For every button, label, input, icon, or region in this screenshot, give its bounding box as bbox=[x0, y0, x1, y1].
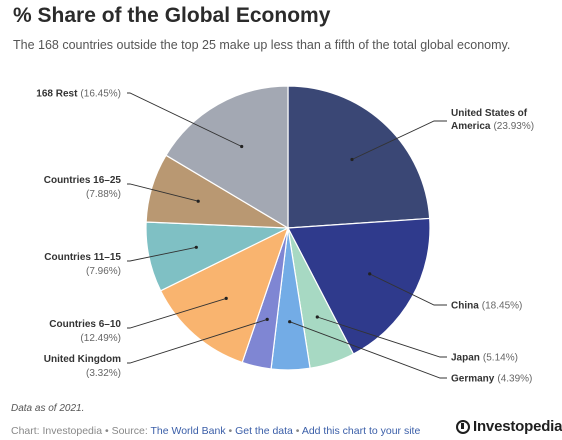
leader-line bbox=[127, 318, 268, 364]
pie-slice[interactable] bbox=[287, 217, 431, 355]
pie-slice[interactable] bbox=[287, 85, 431, 229]
leader-dot bbox=[224, 296, 228, 300]
leader-dot bbox=[288, 320, 292, 324]
data-note: Data as of 2021. bbox=[11, 403, 85, 414]
investopedia-logo[interactable]: Investopedia bbox=[456, 418, 562, 435]
leader-dot bbox=[265, 317, 269, 321]
credit-prefix: Chart: Investopedia • Source: bbox=[11, 425, 151, 437]
slice-label: Japan (5.14%) bbox=[451, 353, 518, 364]
slice-label-name: United Kingdom bbox=[44, 354, 121, 365]
slice-label: Germany (4.39%) bbox=[451, 374, 532, 385]
leader-dot bbox=[196, 199, 200, 203]
leader-line bbox=[127, 92, 242, 147]
slice-label-value: (3.32%) bbox=[86, 368, 121, 379]
leader-dot bbox=[368, 272, 372, 276]
credit-separator: • bbox=[292, 425, 302, 437]
slice-label-value: America (23.93%) bbox=[451, 121, 534, 132]
leader-dot bbox=[240, 144, 244, 149]
slice-label-name: Countries 6–10 bbox=[49, 319, 121, 330]
slice-label-name: Countries 16–25 bbox=[44, 175, 122, 186]
slice-label: China (18.45%) bbox=[451, 301, 522, 312]
leader-line bbox=[127, 183, 199, 202]
slice-label-value: (7.88%) bbox=[86, 189, 121, 200]
slice-label-name: United States of bbox=[451, 108, 528, 119]
leader-line bbox=[127, 246, 197, 262]
chart-credits: Chart: Investopedia • Source: The World … bbox=[11, 425, 420, 437]
leader-line bbox=[317, 316, 447, 358]
pie-slice[interactable] bbox=[165, 85, 289, 230]
slice-label-name: Countries 11–15 bbox=[44, 252, 121, 263]
slice-label-value: (12.49%) bbox=[80, 333, 121, 344]
leader-line bbox=[289, 321, 447, 379]
get-data-link[interactable]: Get the data bbox=[235, 425, 293, 437]
logo-text: Investopedia bbox=[473, 418, 562, 435]
credit-separator: • bbox=[225, 425, 236, 437]
investopedia-logo-icon bbox=[456, 419, 470, 434]
chart-title: % Share of the Global Economy bbox=[13, 4, 331, 27]
pie-slice[interactable] bbox=[159, 226, 290, 364]
slice-label: 168 Rest (16.45%) bbox=[36, 89, 121, 100]
pie-chart: United States of America (23.93%) China (18.… bbox=[36, 85, 534, 385]
add-chart-link[interactable]: Add this chart to your site bbox=[301, 425, 421, 437]
leader-line bbox=[351, 120, 447, 160]
leader-line bbox=[127, 297, 227, 329]
slice-label-value: (7.96%) bbox=[86, 266, 121, 277]
leader-dot bbox=[315, 315, 319, 319]
chart-subtitle: The 168 countries outside the top 25 mak… bbox=[13, 38, 511, 52]
leader-dot bbox=[350, 157, 354, 162]
leader-line bbox=[369, 273, 447, 306]
source-link[interactable]: The World Bank bbox=[150, 425, 226, 437]
leader-dot bbox=[194, 245, 198, 249]
